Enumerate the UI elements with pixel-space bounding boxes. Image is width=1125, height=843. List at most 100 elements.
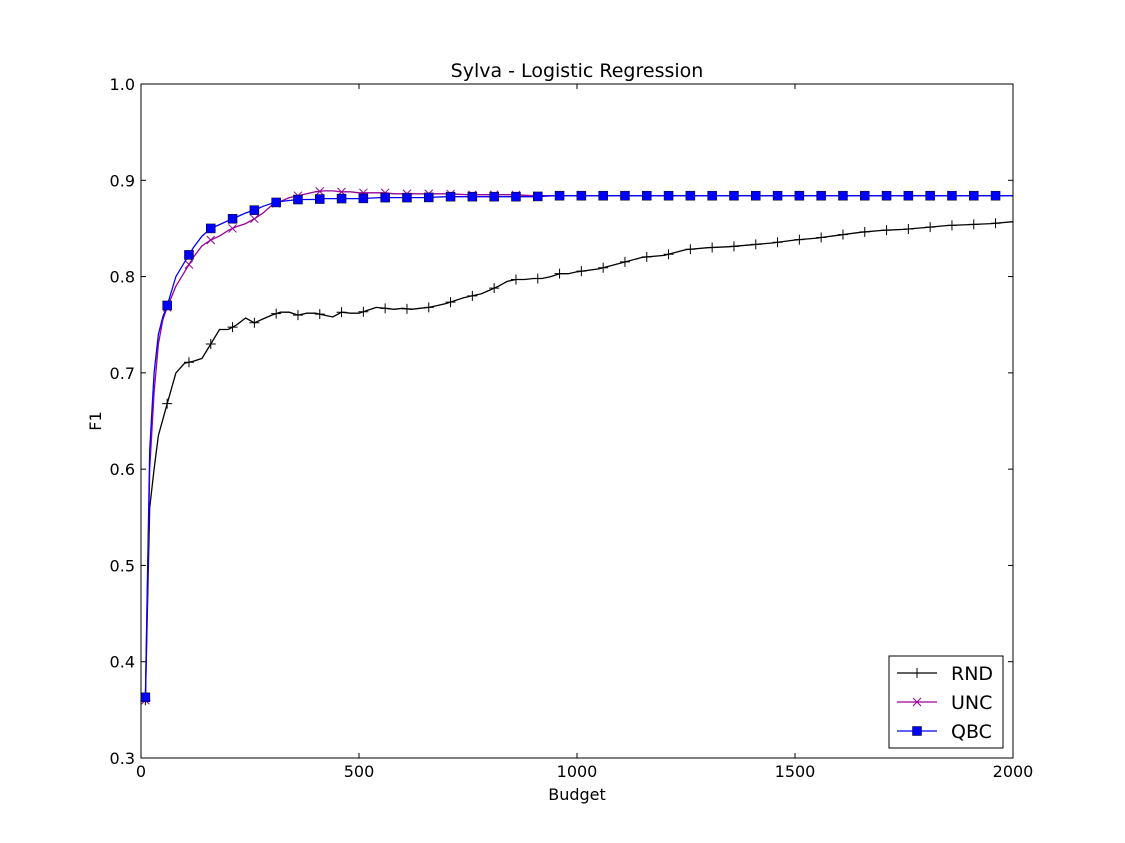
data-point-square bbox=[642, 190, 652, 201]
data-point-plus bbox=[728, 241, 739, 252]
data-point-plus bbox=[663, 249, 674, 260]
data-point-square bbox=[402, 192, 412, 203]
data-point-square bbox=[729, 190, 739, 201]
data-point-square bbox=[576, 190, 587, 201]
series-qbc bbox=[140, 190, 1013, 703]
y-tick-label: 0.7 bbox=[110, 364, 135, 383]
data-point-square bbox=[620, 190, 630, 201]
data-point-x bbox=[315, 187, 325, 196]
y-tick-label: 0.9 bbox=[110, 171, 135, 190]
data-point-plus bbox=[641, 251, 652, 262]
x-tick-label: 1500 bbox=[775, 762, 816, 781]
data-point-square bbox=[838, 190, 848, 201]
data-point-plus bbox=[554, 268, 565, 279]
data-point-plus bbox=[881, 225, 892, 236]
series-layer bbox=[140, 187, 1014, 706]
data-point-plus bbox=[423, 302, 434, 313]
axis-ticks: 0 500 1000 1500 2000 0.3 0.4 0.5 0.6 0.7 0.8 0.9 1.0 bbox=[110, 75, 1034, 781]
data-point-plus bbox=[532, 273, 543, 284]
x-tick-label: 500 bbox=[344, 762, 375, 781]
data-point-plus bbox=[249, 317, 260, 328]
data-point-plus bbox=[685, 244, 696, 255]
y-tick-label: 0.3 bbox=[110, 749, 135, 768]
y-tick-label: 1.0 bbox=[110, 75, 135, 94]
data-point-square bbox=[598, 190, 608, 201]
data-point-plus bbox=[837, 229, 848, 240]
data-point-plus bbox=[162, 398, 173, 409]
data-point-square bbox=[990, 190, 1001, 201]
data-point-plus bbox=[903, 224, 914, 235]
data-point-square bbox=[271, 197, 281, 208]
data-point-square bbox=[794, 190, 805, 201]
data-point-square bbox=[445, 191, 456, 202]
data-point-square bbox=[140, 692, 151, 703]
x-tick-label: 1000 bbox=[557, 762, 598, 781]
data-point-plus bbox=[227, 322, 238, 333]
data-point-x bbox=[250, 214, 259, 224]
data-point-square bbox=[969, 190, 979, 201]
data-point-plus bbox=[968, 219, 979, 230]
data-point-plus bbox=[576, 266, 587, 277]
data-point-square bbox=[293, 194, 303, 205]
data-point-plus bbox=[816, 232, 827, 243]
data-point-plus bbox=[358, 306, 369, 317]
legend: RND UNC QBC bbox=[888, 655, 1004, 749]
data-point-plus bbox=[912, 668, 922, 678]
data-point-square bbox=[489, 191, 499, 202]
legend-label: UNC bbox=[951, 692, 992, 714]
legend-item-qbc: QBC bbox=[897, 721, 992, 743]
data-point-square bbox=[315, 194, 325, 204]
data-point-plus bbox=[271, 308, 282, 319]
plot-frame bbox=[140, 83, 1014, 759]
data-point-x bbox=[228, 224, 237, 233]
data-point-plus bbox=[445, 297, 456, 308]
data-point-square bbox=[380, 192, 390, 203]
data-point-plus bbox=[772, 237, 783, 248]
data-point-square bbox=[881, 190, 892, 201]
legend-item-rnd: RND bbox=[897, 663, 993, 685]
data-point-square bbox=[249, 205, 260, 215]
data-point-square bbox=[162, 300, 172, 311]
y-tick-label: 0.8 bbox=[110, 268, 135, 287]
data-point-plus bbox=[619, 256, 630, 267]
data-point-plus bbox=[467, 290, 478, 301]
data-point-plus bbox=[750, 239, 761, 250]
data-point-plus bbox=[707, 242, 718, 253]
data-point-square bbox=[227, 214, 238, 224]
x-tick-label: 2000 bbox=[993, 762, 1034, 781]
data-point-square bbox=[184, 250, 194, 260]
data-point-square bbox=[511, 191, 521, 202]
data-point-square bbox=[925, 190, 935, 201]
data-point-square bbox=[860, 190, 870, 201]
data-point-square bbox=[336, 193, 347, 204]
x-axis-label: Budget bbox=[548, 785, 606, 804]
data-point-square bbox=[533, 191, 543, 202]
data-point-plus bbox=[859, 226, 870, 237]
data-point-plus bbox=[489, 283, 500, 294]
data-point-plus bbox=[946, 220, 957, 231]
data-point-x bbox=[912, 697, 922, 707]
data-point-plus bbox=[205, 338, 216, 349]
y-tick-label: 0.4 bbox=[110, 653, 135, 672]
data-point-square bbox=[912, 726, 922, 736]
data-point-plus bbox=[401, 303, 412, 314]
data-point-plus bbox=[990, 218, 1001, 229]
y-tick-label: 0.5 bbox=[110, 556, 135, 575]
data-point-x bbox=[184, 260, 194, 269]
data-point-square bbox=[903, 190, 914, 201]
data-point-plus bbox=[794, 234, 805, 245]
legend-item-unc: UNC bbox=[897, 692, 992, 714]
chart-title: Sylva - Logistic Regression bbox=[451, 60, 704, 82]
data-point-square bbox=[707, 190, 717, 201]
data-point-square bbox=[751, 190, 761, 201]
data-point-plus bbox=[314, 309, 325, 320]
x-tick-label: 0 bbox=[136, 762, 146, 781]
data-point-square bbox=[816, 190, 826, 201]
legend-label: QBC bbox=[951, 721, 992, 743]
data-point-square bbox=[467, 191, 478, 202]
legend-label: RND bbox=[951, 663, 993, 685]
data-point-square bbox=[663, 190, 674, 201]
data-point-plus bbox=[598, 262, 609, 273]
data-point-square bbox=[772, 190, 783, 201]
